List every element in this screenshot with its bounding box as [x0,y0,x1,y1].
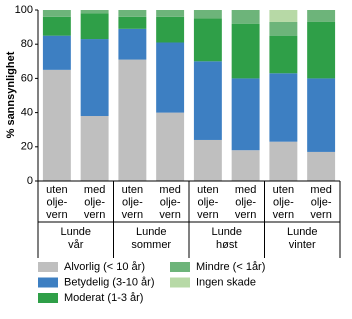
x-tick-label: uten [273,184,294,196]
x-tick-label: uten [122,184,143,196]
x-tick-label: vern [46,209,67,221]
bar-segment [193,61,222,140]
bar-segment [80,39,109,117]
y-axis-label: % sannsynlighet [5,51,17,138]
group-label: høst [216,239,237,251]
bar-segment [118,16,147,29]
legend-swatch [38,277,58,288]
legend-swatch [38,262,58,272]
bar-segment [156,10,185,17]
y-tick-label: 60 [21,72,33,84]
legend-swatch [38,293,58,303]
bar-segment [193,10,222,19]
legend-label: Alvorlig (< 10 år) [64,261,145,273]
group-label: Lunde [211,226,242,238]
x-tick-label: vern [273,209,294,221]
x-tick-label: med [235,184,256,196]
x-tick-label: olje- [160,196,181,208]
x-tick-label: vern [197,209,218,221]
y-tick-label: 40 [21,107,33,119]
x-tick-label: med [159,184,180,196]
y-tick-label: 20 [21,141,33,153]
x-tick-label: olje- [46,196,67,208]
bar-segment [231,23,260,79]
bar-segment [118,59,147,182]
group-label: vinter [289,239,316,251]
group-label: Lunde [60,226,91,238]
x-tick-label: uten [197,184,218,196]
x-tick-label: olje- [197,196,218,208]
bar-segment [269,21,298,36]
x-tick-label: vern [235,209,256,221]
bar-segment [80,13,109,40]
group-label: Lunde [136,226,167,238]
x-tick-label: olje- [122,196,143,208]
group-label: vår [68,239,84,251]
x-tick-label: olje- [311,196,332,208]
bar-segment [269,141,298,181]
x-tick-label: vern [310,209,331,221]
y-tick-label: 100 [15,4,33,16]
x-tick-label: vern [159,209,180,221]
bar-segment [307,10,336,22]
bar-segment [118,10,147,17]
x-tick-label: olje- [235,196,256,208]
x-tick-label: olje- [273,196,294,208]
bar-segment [231,150,260,181]
legend-swatch [170,277,190,288]
group-label: Lunde [287,226,318,238]
x-tick-label: vern [122,209,143,221]
bar-segment [42,16,71,36]
bar-segment [42,35,71,70]
y-tick-label: 0 [27,175,33,187]
bar-segment [156,16,185,43]
bar-segment [307,151,336,181]
x-tick-label: med [310,184,331,196]
y-tick-label: 80 [21,38,33,50]
bar-segment [307,78,336,152]
bar-segment [156,42,185,113]
bar-segment [118,28,147,60]
x-tick-label: uten [46,184,67,196]
x-tick-label: olje- [84,196,105,208]
bar-segment [80,116,109,181]
bar-segment [269,35,298,74]
bar-segment [42,10,71,17]
legend-label: Betydelig (3-10 år) [64,276,155,288]
legend-label: Moderat (1-3 år) [64,292,143,304]
legend-swatch [170,262,190,272]
bar-segment [156,112,185,181]
bar-segment [269,73,298,142]
x-tick-label: med [84,184,105,196]
legend-label: Mindre (< 1år) [196,261,265,273]
bar-segment [307,21,336,79]
bar-segment [231,10,260,24]
bar-segment [231,78,260,151]
bar-segment [80,10,109,14]
bar-segment [269,10,298,22]
bar-segment [193,139,222,181]
group-label: sommer [131,239,171,251]
bar-segment [42,69,71,181]
x-tick-label: vern [84,209,105,221]
legend-label: Ingen skade [196,276,256,288]
bar-segment [193,18,222,62]
